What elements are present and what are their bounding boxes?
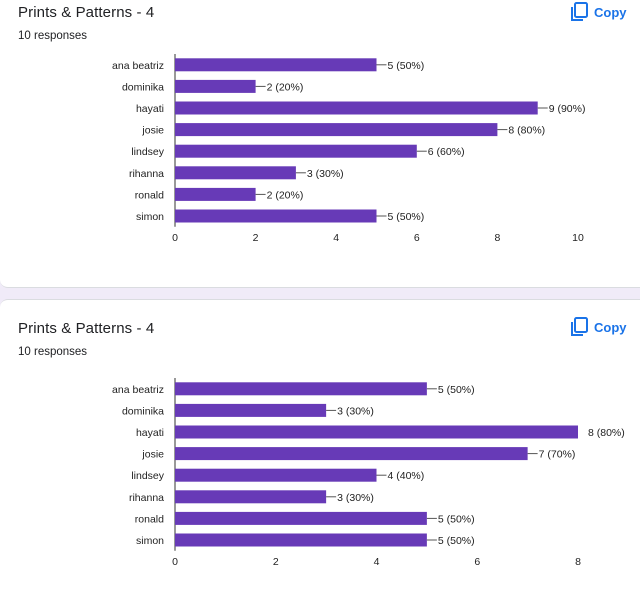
x-tick-label: 2 bbox=[253, 232, 259, 244]
category-label: ronald bbox=[135, 189, 164, 201]
x-tick-label: 4 bbox=[374, 556, 380, 568]
bar-chart-svg: ana beatriz 5 (50%) dominika 2 (20%) hayati 9… bbox=[112, 54, 586, 244]
copy-icon bbox=[570, 2, 588, 22]
data-label: 7 (70%) bbox=[539, 449, 576, 461]
bar[interactable] bbox=[175, 382, 427, 396]
bar[interactable] bbox=[175, 58, 377, 72]
category-label: ronald bbox=[135, 513, 164, 525]
bar[interactable] bbox=[175, 209, 377, 223]
bar[interactable] bbox=[175, 490, 327, 504]
bar[interactable] bbox=[175, 79, 256, 93]
x-tick-label: 0 bbox=[172, 232, 178, 244]
category-label: simon bbox=[136, 535, 164, 547]
bar[interactable] bbox=[175, 166, 296, 180]
category-label: lindsey bbox=[131, 470, 164, 482]
bar-chart: ana beatriz 5 (50%) dominika 2 (20%) hayati 9… bbox=[0, 54, 640, 259]
category-label: dominika bbox=[122, 81, 164, 93]
data-label: 5 (50%) bbox=[438, 384, 475, 396]
bar[interactable] bbox=[175, 187, 256, 201]
bar[interactable] bbox=[175, 468, 377, 482]
bar[interactable] bbox=[175, 101, 538, 115]
data-label: 3 (30%) bbox=[337, 405, 374, 417]
data-label: 6 (60%) bbox=[428, 146, 465, 158]
x-tick-label: 8 bbox=[575, 556, 581, 568]
data-label: 9 (90%) bbox=[549, 103, 586, 115]
copy-button[interactable]: Copy bbox=[570, 2, 627, 22]
question-card-2: Prints & Patterns - 4 10 responses Copy … bbox=[0, 299, 640, 589]
bar-chart-svg: ana beatriz 5 (50%) dominika 3 (30%) hayati 8… bbox=[112, 378, 625, 568]
x-tick-label: 6 bbox=[474, 556, 480, 568]
x-tick-label: 6 bbox=[414, 232, 420, 244]
category-label: simon bbox=[136, 211, 164, 223]
data-label: 3 (30%) bbox=[307, 168, 344, 180]
bar[interactable] bbox=[175, 403, 327, 417]
x-tick-label: 10 bbox=[572, 232, 584, 244]
data-label: 5 (50%) bbox=[388, 60, 425, 72]
bar[interactable] bbox=[175, 144, 417, 158]
category-label: dominika bbox=[122, 405, 164, 417]
category-label: josie bbox=[141, 449, 164, 461]
copy-label: Copy bbox=[594, 319, 627, 335]
question-title: Prints & Patterns - 4 bbox=[18, 320, 155, 337]
data-label: 5 (50%) bbox=[388, 211, 425, 223]
data-label: 5 (50%) bbox=[438, 535, 475, 547]
x-tick-label: 2 bbox=[273, 556, 279, 568]
x-tick-label: 4 bbox=[333, 232, 339, 244]
question-card-1: Prints & Patterns - 4 10 responses Copy … bbox=[0, 0, 640, 288]
data-label: 3 (30%) bbox=[337, 492, 374, 504]
copy-label: Copy bbox=[594, 4, 627, 20]
category-label: lindsey bbox=[131, 146, 164, 158]
question-title: Prints & Patterns - 4 bbox=[18, 4, 155, 21]
category-label: rihanna bbox=[129, 492, 164, 504]
data-label: 8 (80%) bbox=[588, 427, 625, 439]
category-label: ana beatriz bbox=[112, 60, 164, 72]
bar-chart: ana beatriz 5 (50%) dominika 3 (30%) hayati 8… bbox=[0, 378, 640, 583]
category-label: hayati bbox=[136, 103, 164, 115]
copy-button[interactable]: Copy bbox=[570, 317, 627, 337]
data-label: 2 (20%) bbox=[267, 81, 304, 93]
bar[interactable] bbox=[175, 425, 578, 439]
x-tick-label: 8 bbox=[494, 232, 500, 244]
copy-icon bbox=[570, 317, 588, 337]
response-count: 10 responses bbox=[18, 30, 88, 42]
x-tick-label: 0 bbox=[172, 556, 178, 568]
category-label: ana beatriz bbox=[112, 384, 164, 396]
data-label: 2 (20%) bbox=[267, 189, 304, 201]
category-label: josie bbox=[141, 125, 164, 137]
bar[interactable] bbox=[175, 511, 427, 525]
data-label: 8 (80%) bbox=[508, 125, 545, 137]
category-label: rihanna bbox=[129, 168, 164, 180]
bar[interactable] bbox=[175, 123, 498, 137]
data-label: 4 (40%) bbox=[388, 470, 425, 482]
category-label: hayati bbox=[136, 427, 164, 439]
response-count: 10 responses bbox=[18, 346, 88, 358]
bar[interactable] bbox=[175, 533, 427, 547]
bar[interactable] bbox=[175, 447, 528, 461]
data-label: 5 (50%) bbox=[438, 513, 475, 525]
